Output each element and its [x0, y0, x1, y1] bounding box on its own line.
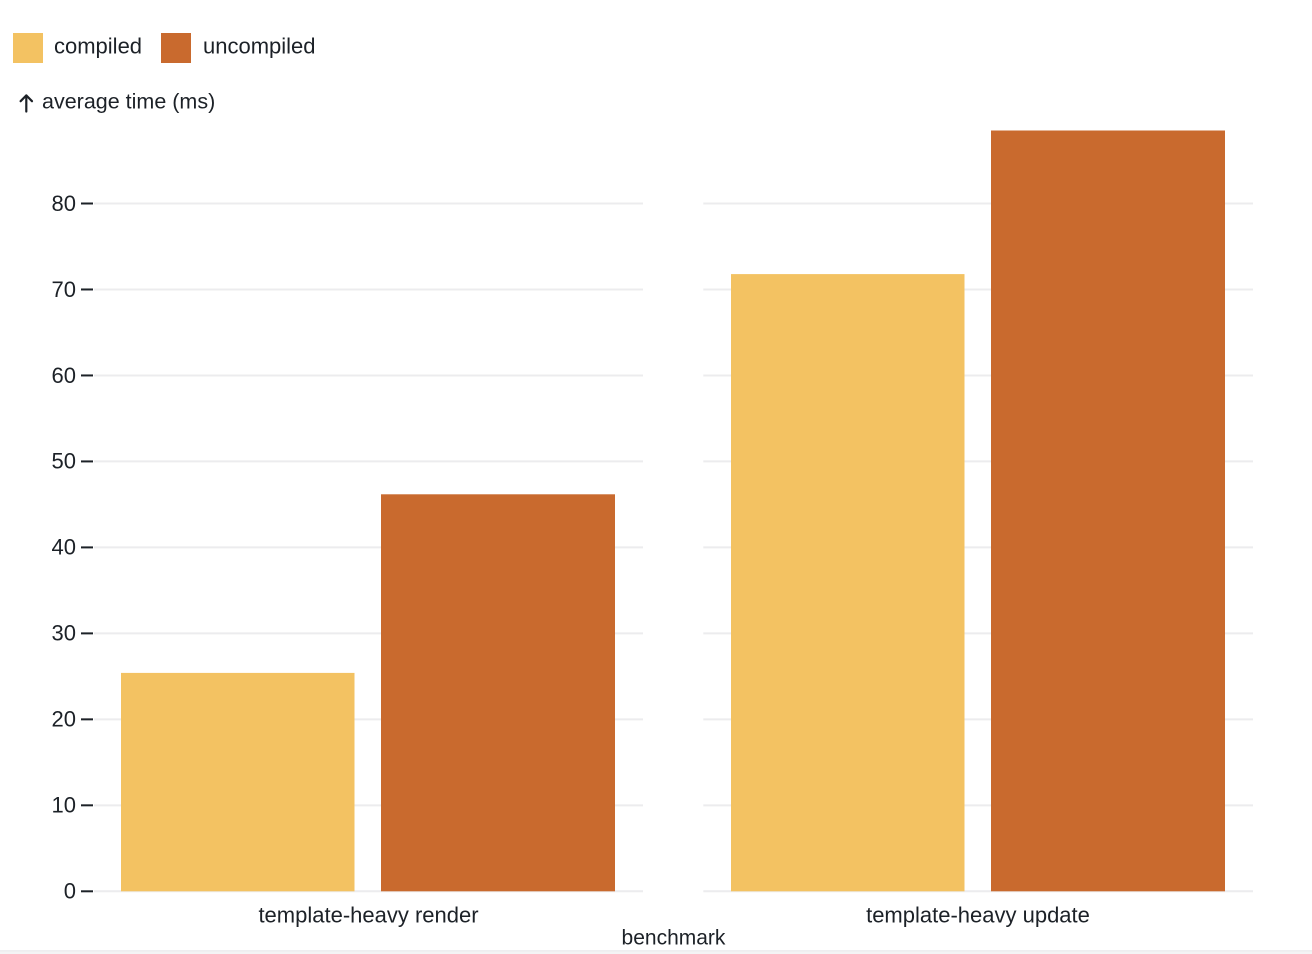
svg-text:0: 0 [64, 879, 76, 904]
svg-text:average time (ms): average time (ms) [42, 90, 215, 114]
svg-text:20: 20 [52, 707, 76, 732]
svg-text:10: 10 [52, 793, 76, 818]
svg-text:template-heavy update: template-heavy update [866, 903, 1090, 928]
svg-text:40: 40 [52, 535, 76, 560]
svg-text:70: 70 [52, 277, 76, 302]
svg-text:30: 30 [52, 621, 76, 646]
svg-text:benchmark: benchmark [622, 926, 726, 949]
svg-text:60: 60 [52, 363, 76, 388]
svg-text:uncompiled: uncompiled [203, 34, 316, 59]
svg-text:compiled: compiled [54, 34, 142, 59]
svg-text:template-heavy render: template-heavy render [258, 903, 478, 928]
svg-text:50: 50 [52, 449, 76, 474]
svg-text:80: 80 [52, 191, 76, 216]
